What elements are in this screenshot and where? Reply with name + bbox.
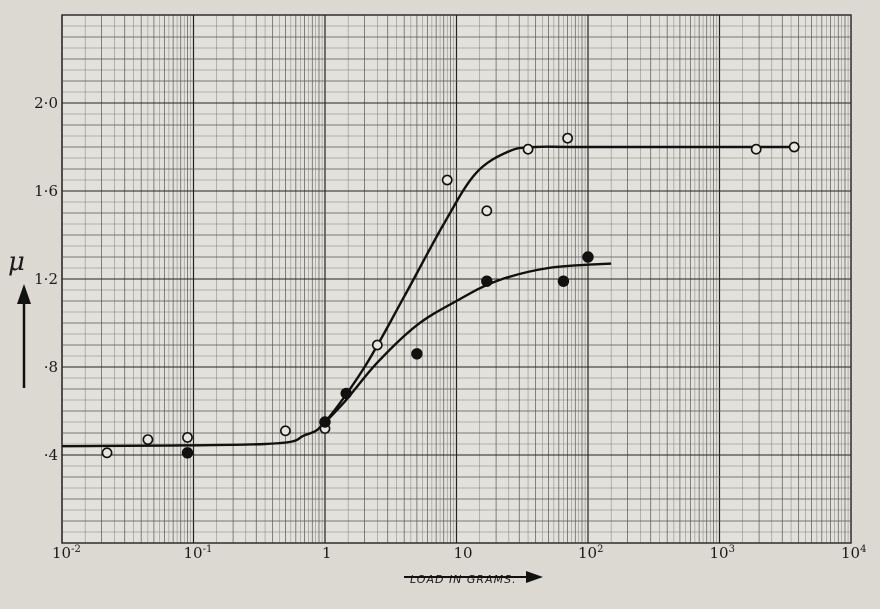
y-axis-label: μ — [8, 247, 25, 277]
filled-circle-point — [411, 348, 423, 360]
open-circle-point — [481, 205, 493, 217]
x-tick-labels: 10-2 10-1 1 10 102 103 104 — [52, 544, 866, 562]
open-circle-point — [101, 447, 113, 459]
y-tick-label: ·4 — [44, 446, 58, 464]
open-circle-point — [750, 143, 762, 155]
y-tick-label: 1·6 — [34, 182, 58, 200]
filled-circle-point — [340, 387, 352, 400]
y-tick-label: ·8 — [44, 358, 58, 376]
filled-circle-point — [481, 275, 493, 287]
x-axis-arrowhead — [526, 571, 543, 583]
data-points — [101, 132, 800, 459]
open-circle-point — [522, 143, 534, 155]
filled-circle-point — [319, 416, 331, 428]
y-axis-arrowhead — [17, 284, 31, 304]
x-tick-label: 10 — [454, 544, 473, 562]
filled-circle-point — [181, 447, 194, 459]
open-circle-point — [562, 132, 574, 144]
fit-curve-1 — [61, 145, 795, 448]
filled-circle-point — [582, 251, 594, 263]
fit-curve-2 — [318, 262, 612, 430]
x-axis-label: LOAD IN GRAMS. — [410, 573, 517, 586]
open-circle-point — [441, 174, 453, 186]
open-circle-point — [182, 431, 193, 443]
fitted-curves — [61, 145, 795, 448]
y-tick-label: 1·2 — [34, 270, 58, 288]
x-tick-label: 1 — [322, 544, 332, 562]
filled-circle-point — [557, 275, 570, 287]
open-circle-point — [788, 141, 800, 153]
y-tick-labels: ·4 ·8 1·2 1·6 2·0 — [34, 94, 58, 464]
y-tick-label: 2·0 — [34, 94, 58, 112]
open-circle-point — [280, 425, 291, 437]
open-circle-point — [371, 339, 383, 351]
open-circle-point — [142, 434, 154, 445]
